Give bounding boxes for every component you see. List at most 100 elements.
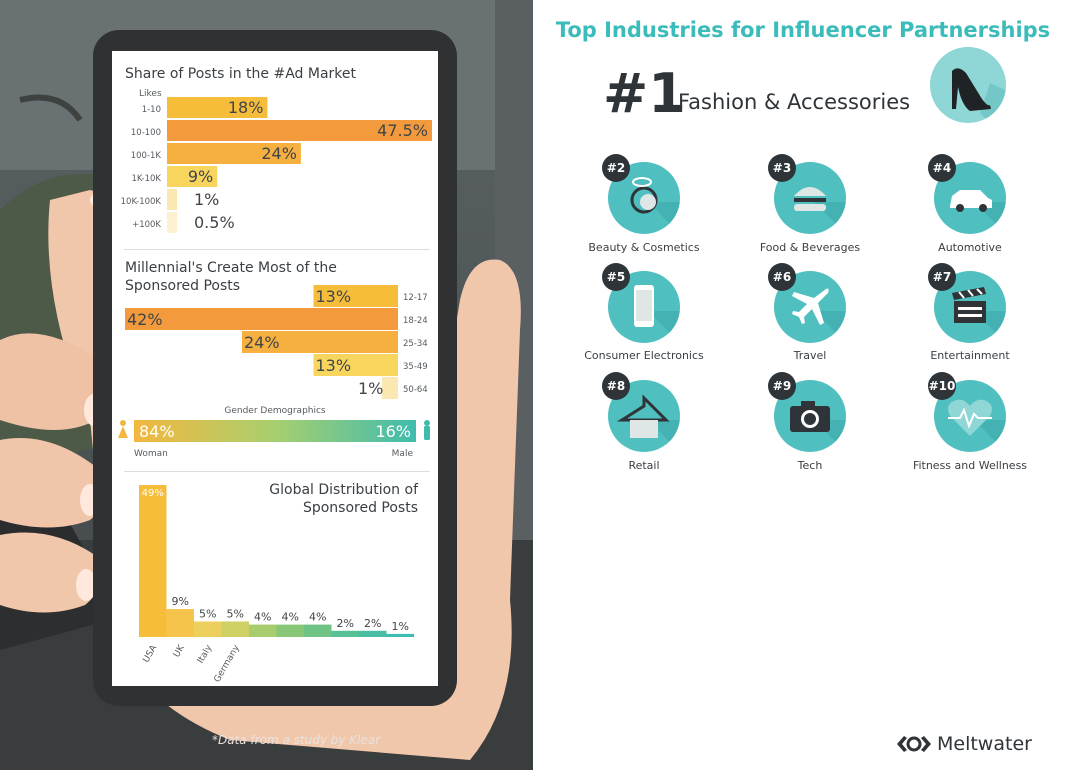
- rank-badge: #6: [768, 263, 796, 291]
- rank-badge: #5: [602, 263, 630, 291]
- age-bar: [242, 331, 398, 353]
- likes-tick-label: +100K: [132, 220, 161, 230]
- age-tick-label: 12-17: [403, 293, 428, 303]
- global-value-label: 4%: [309, 611, 326, 624]
- industries-title: Top Industries for Influencer Partnershi…: [555, 18, 1051, 42]
- rank-badge: #8: [602, 372, 630, 400]
- global-bar: [359, 630, 387, 637]
- age-tick-label: 25-34: [403, 339, 428, 349]
- likes-bar-chart: 1-10 18% 10-100 47.5% 100-1K 24% 1K-10K 9% 10K-1…: [121, 97, 432, 233]
- age-bar-chart: 12-17 13% 18-24 42% 25-34 24% 35-49 13% 50-64 1%: [125, 285, 428, 399]
- brand-name: Meltwater: [937, 733, 1032, 755]
- rank-1-number: #1: [603, 62, 686, 125]
- global-value-label: 5%: [199, 607, 216, 620]
- global-bar: [166, 609, 194, 637]
- rank-badge: #2: [602, 154, 630, 182]
- global-bar-chart: 49% USA 9% UK 5% Italy 5% Germany 4% 4% 4% 2% 2% 1%: [139, 485, 414, 684]
- gender-bar: [134, 420, 416, 442]
- global-tick-label: Germany: [213, 643, 243, 684]
- global-value-label: 1%: [392, 620, 409, 633]
- age-value-label: 13%: [316, 356, 352, 375]
- likes-tick-label: 1-10: [142, 105, 161, 115]
- industry-label: Retail: [628, 459, 660, 472]
- global-bar: [304, 624, 332, 637]
- age-tick-label: 18-24: [403, 316, 428, 326]
- industry-label: Food & Beverages: [759, 241, 861, 254]
- age-bar: [382, 377, 398, 399]
- global-value-label: 5%: [227, 607, 244, 620]
- divider: [124, 471, 430, 472]
- global-bar: [331, 630, 359, 637]
- likes-value-label: 24%: [261, 144, 297, 163]
- likes-bar: [167, 97, 268, 118]
- global-value-label: 4%: [282, 611, 299, 624]
- likes-value-label: 9%: [188, 167, 213, 186]
- gender-bar-chart: 84% 16% Woman Male: [118, 420, 430, 459]
- industry-label: Automotive: [938, 241, 1002, 254]
- share-chart-title: Share of Posts in the #Ad Market: [125, 66, 356, 82]
- woman-label: Woman: [134, 449, 168, 459]
- likes-bar: [167, 166, 218, 187]
- brand-logo: Meltwater: [895, 733, 1032, 755]
- rank-badge: #4: [928, 154, 956, 182]
- likes-bar: [167, 120, 432, 141]
- meltwater-logo-icon: [897, 736, 931, 752]
- high-heel-icon: [930, 47, 1006, 123]
- age-bar: [313, 285, 398, 307]
- divider: [124, 249, 430, 250]
- woman-icon: [120, 420, 126, 426]
- likes-value-label: 0.5%: [194, 213, 235, 232]
- industry-label: Fitness and Wellness: [912, 459, 1028, 472]
- footnote: *Data from a study by Klear: [212, 733, 381, 747]
- global-tick-label: UK: [172, 643, 187, 660]
- age-value-label: 24%: [244, 333, 280, 352]
- industry-label: Consumer Electronics: [584, 349, 704, 362]
- male-label: Male: [392, 449, 414, 459]
- likes-tick-label: 1K-10K: [131, 174, 161, 184]
- age-value-label: 13%: [316, 287, 352, 306]
- woman-value-label: 84%: [139, 422, 175, 441]
- age-bar: [125, 308, 398, 330]
- man-icon: [424, 426, 430, 440]
- global-value-label: 2%: [364, 617, 381, 630]
- likes-value-label: 18%: [228, 98, 264, 117]
- global-bar: [276, 624, 304, 637]
- global-value-label: 4%: [254, 611, 271, 624]
- likes-bar: [167, 143, 301, 164]
- industry-label: Beauty & Cosmetics: [588, 241, 700, 254]
- rank-badge: #9: [768, 372, 796, 400]
- industry-label: Entertainment: [930, 349, 1010, 362]
- age-tick-label: 35-49: [403, 362, 428, 372]
- age-value-label: 1%: [358, 379, 383, 398]
- global-bar: [194, 621, 222, 637]
- age-chart-title: Millennial's Create Most of the Sponsore…: [125, 260, 337, 294]
- likes-tick-label: 10K-100K: [121, 197, 162, 207]
- likes-tick-label: 100-1K: [131, 151, 162, 161]
- gender-chart-title: Gender Demographics: [224, 406, 326, 416]
- male-value-label: 16%: [375, 422, 411, 441]
- industry-label: Travel: [793, 349, 827, 362]
- global-tick-label: USA: [141, 643, 159, 665]
- rank-badge: #3: [768, 154, 796, 182]
- global-value-label: 2%: [337, 617, 354, 630]
- global-bar: [139, 485, 167, 637]
- global-bar: [249, 624, 277, 637]
- global-value-label: 9%: [172, 595, 189, 608]
- age-tick-label: 50-64: [403, 385, 428, 395]
- likes-tick-label: 10-100: [131, 128, 161, 138]
- age-bar: [313, 354, 398, 376]
- rank-1-name: Fashion & Accessories: [678, 90, 911, 114]
- woman-icon: [118, 426, 128, 438]
- phone-screen: Share of Posts in the #Ad Market Likes 1…: [112, 51, 438, 686]
- age-value-label: 42%: [127, 310, 163, 329]
- man-icon: [424, 420, 430, 426]
- industry-label: Tech: [797, 459, 823, 472]
- global-bar: [221, 621, 249, 637]
- global-value-label: 49%: [142, 488, 164, 499]
- global-bar: [386, 633, 414, 637]
- likes-axis-label: Likes: [139, 89, 162, 99]
- rank-badge: #10: [928, 372, 956, 400]
- likes-value-label: 47.5%: [377, 121, 428, 140]
- likes-value-label: 1%: [194, 190, 219, 209]
